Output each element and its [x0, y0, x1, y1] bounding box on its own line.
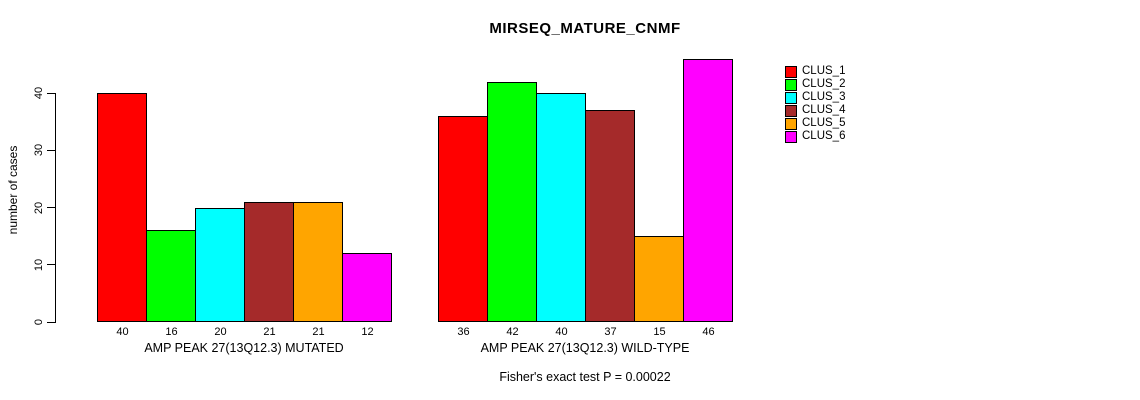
bar-clus_2	[487, 81, 537, 322]
bar-clus_3	[195, 207, 245, 322]
bar-clus_5	[634, 236, 684, 322]
x-group-label-wild-type: AMP PEAK 27(13Q12.3) WILD-TYPE	[480, 341, 690, 355]
chart-title: MIRSEQ_MATURE_CNMF	[489, 20, 681, 37]
legend-label-clus_6: CLUS_6	[802, 130, 846, 142]
legend-label-clus_1: CLUS_1	[802, 65, 846, 77]
legend-swatch-clus_6	[785, 131, 797, 143]
legend-swatch-clus_5	[785, 118, 797, 130]
y-axis-line	[55, 93, 56, 323]
y-tick-label: 20	[33, 201, 45, 214]
legend-swatch-clus_4	[785, 105, 797, 117]
y-tick-mark	[47, 149, 55, 151]
bar-clus_3	[536, 93, 586, 322]
bar-clus_4	[585, 110, 635, 322]
y-tick-label: 10	[33, 258, 45, 271]
bar-clus_6	[683, 58, 733, 322]
y-tick-mark	[47, 264, 55, 266]
legend-swatch-clus_3	[785, 92, 797, 104]
bar-clus_2	[146, 230, 196, 322]
y-tick-label: 0	[33, 318, 45, 326]
legend-swatch-clus_1	[785, 66, 797, 78]
bar-value-label: 42	[506, 326, 519, 338]
bar-value-label: 16	[165, 326, 178, 338]
legend-label-clus_5: CLUS_5	[802, 117, 846, 129]
bar-clus_5	[293, 201, 343, 322]
bar-value-label: 21	[312, 326, 325, 338]
x-group-label-mutated: AMP PEAK 27(13Q12.3) MUTATED	[144, 341, 344, 355]
y-tick-mark	[47, 92, 55, 94]
bar-value-label: 40	[116, 326, 129, 338]
bar-value-label: 15	[653, 326, 666, 338]
legend-swatch-clus_2	[785, 79, 797, 91]
bar-clus_1	[438, 116, 488, 322]
y-axis-label: number of cases	[6, 145, 20, 235]
y-tick-mark	[47, 207, 55, 209]
y-tick-label: 40	[33, 87, 45, 100]
bar-value-label: 12	[361, 326, 374, 338]
legend-label-clus_4: CLUS_4	[802, 104, 846, 116]
bar-clus_1	[97, 93, 147, 322]
legend-label-clus_2: CLUS_2	[802, 78, 846, 90]
fisher-test-annotation: Fisher's exact test P = 0.00022	[499, 370, 671, 384]
bar-clus_4	[244, 201, 294, 322]
bar-value-label: 21	[263, 326, 276, 338]
bar-clus_6	[342, 253, 392, 322]
bar-value-label: 46	[702, 326, 715, 338]
bar-value-label: 20	[214, 326, 227, 338]
legend-label-clus_3: CLUS_3	[802, 91, 846, 103]
bar-value-label: 36	[457, 326, 470, 338]
y-tick-label: 30	[33, 144, 45, 157]
bar-value-label: 37	[604, 326, 617, 338]
y-tick-mark	[47, 321, 55, 323]
bar-value-label: 40	[555, 326, 568, 338]
